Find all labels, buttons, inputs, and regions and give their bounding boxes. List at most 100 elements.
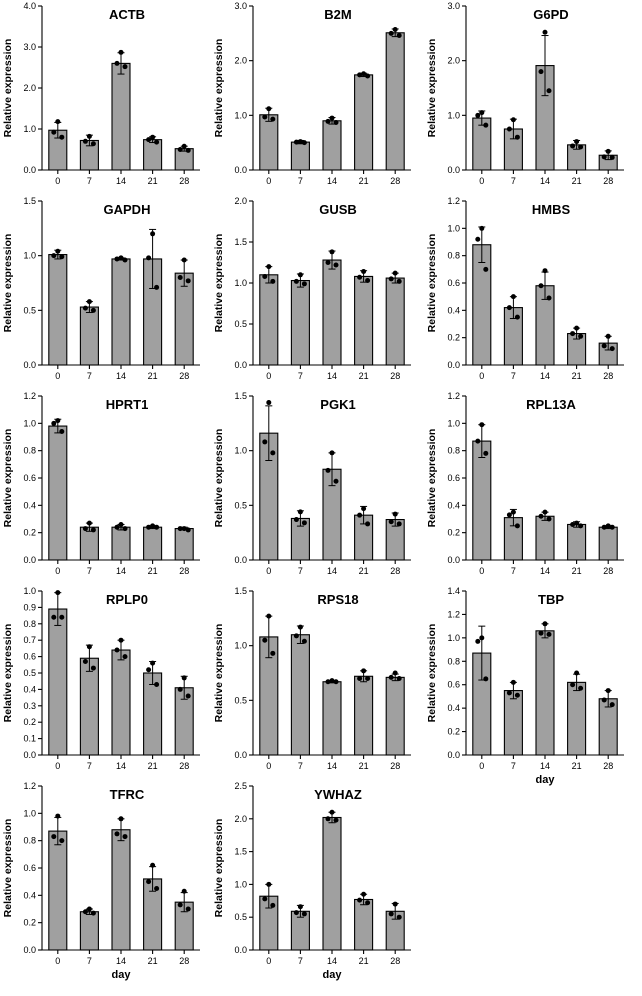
data-point <box>51 420 57 426</box>
x-tick-label: 28 <box>179 371 189 381</box>
data-point <box>301 520 307 526</box>
data-point <box>605 148 611 154</box>
x-tick-label: 0 <box>266 566 271 576</box>
bar-0 <box>48 254 68 366</box>
data-point <box>293 517 299 523</box>
data-point <box>365 73 371 79</box>
x-axis-label: day <box>323 969 343 981</box>
data-point <box>270 278 276 284</box>
data-point <box>609 346 615 352</box>
data-point <box>86 520 92 526</box>
data-point <box>55 248 61 254</box>
data-point <box>392 27 398 33</box>
y-tick-label: 0.0 <box>234 165 247 175</box>
y-tick-label: 1.5 <box>234 586 247 596</box>
data-point <box>82 526 88 532</box>
data-point <box>361 891 367 897</box>
x-tick-label: 0 <box>266 956 271 966</box>
data-point <box>329 450 335 456</box>
x-tick-label: 21 <box>359 566 369 576</box>
data-point <box>510 509 516 515</box>
data-point <box>262 896 268 902</box>
y-tick-label: 0.2 <box>447 528 460 538</box>
data-point <box>396 278 402 284</box>
data-point <box>538 513 544 519</box>
x-tick-label: 0 <box>266 176 271 186</box>
data-point <box>82 138 88 144</box>
y-tick-label: 0.6 <box>447 278 460 288</box>
data-point <box>475 236 481 242</box>
data-point <box>357 897 363 903</box>
data-point <box>293 278 299 284</box>
data-point <box>357 675 363 681</box>
data-point <box>479 110 485 116</box>
bar-21 <box>354 74 374 171</box>
data-point <box>609 154 615 160</box>
data-point <box>118 521 124 527</box>
bar-14 <box>111 526 131 561</box>
data-point <box>361 668 367 674</box>
x-tick-label: 21 <box>572 761 582 771</box>
chart-gusb: GUSB Relative expression 0.0 0.5 1.0 1.5 2.0 0 7… <box>213 196 411 381</box>
x-tick-label: 14 <box>540 566 550 576</box>
y-tick-label: 0.5 <box>23 305 36 315</box>
data-point <box>86 299 92 305</box>
chart-hmbs: HMBS Relative expression 0.0 0.2 0.4 0.6 0.8 1.… <box>426 196 624 381</box>
bar-21 <box>354 675 374 756</box>
data-point <box>181 526 187 532</box>
data-point <box>301 140 307 146</box>
data-point <box>546 88 552 94</box>
y-tick-label: 1.0 <box>234 110 247 120</box>
data-point <box>266 881 272 887</box>
bar-14 <box>111 829 131 951</box>
data-point <box>181 675 187 681</box>
x-tick-label: 28 <box>603 761 613 771</box>
data-point <box>483 122 489 128</box>
x-tick-label: 7 <box>511 566 516 576</box>
data-point <box>114 524 120 530</box>
data-point <box>479 422 485 428</box>
data-point <box>329 678 335 684</box>
x-tick-label: 21 <box>148 761 158 771</box>
data-point <box>609 524 615 530</box>
data-point <box>578 144 584 150</box>
data-point <box>181 143 187 149</box>
data-point <box>270 450 276 456</box>
x-tick-label: 0 <box>479 371 484 381</box>
data-point <box>329 115 335 121</box>
x-tick-label: 28 <box>179 956 189 966</box>
y-tick-label: 0.2 <box>447 333 460 343</box>
x-tick-label: 28 <box>179 566 189 576</box>
data-point <box>388 30 394 36</box>
data-point <box>122 64 128 70</box>
chart-rps18: RPS18 Relative expression 0.0 0.5 1.0 1.5 0 7 14… <box>213 586 411 771</box>
y-tick-label: 0.4 <box>447 703 460 713</box>
data-point <box>301 281 307 287</box>
data-point <box>479 225 485 231</box>
data-point <box>301 638 307 644</box>
data-point <box>114 831 120 837</box>
data-point <box>361 71 367 77</box>
data-point <box>122 834 128 840</box>
bar-0 <box>48 425 68 561</box>
y-tick-label: 2.0 <box>447 56 460 66</box>
data-point <box>392 901 398 907</box>
x-tick-label: 28 <box>179 761 189 771</box>
y-tick-label: 0.0 <box>23 555 36 565</box>
x-tick-label: 0 <box>266 371 271 381</box>
y-tick-label: 1.0 <box>234 641 247 651</box>
data-point <box>538 630 544 636</box>
data-point <box>542 621 548 627</box>
data-point <box>601 154 607 160</box>
y-tick-label: 4.0 <box>23 1 36 11</box>
x-tick-label: 28 <box>390 761 400 771</box>
y-axis-label: Relative expression <box>2 39 14 138</box>
x-tick-label: 7 <box>298 566 303 576</box>
x-tick-label: 7 <box>87 566 92 576</box>
chart-title: TBP <box>538 592 564 607</box>
y-axis-label: Relative expression <box>213 39 225 138</box>
data-point <box>55 813 61 819</box>
y-tick-label: 3.0 <box>234 1 247 11</box>
x-tick-label: 28 <box>390 371 400 381</box>
bar-28 <box>385 32 405 171</box>
